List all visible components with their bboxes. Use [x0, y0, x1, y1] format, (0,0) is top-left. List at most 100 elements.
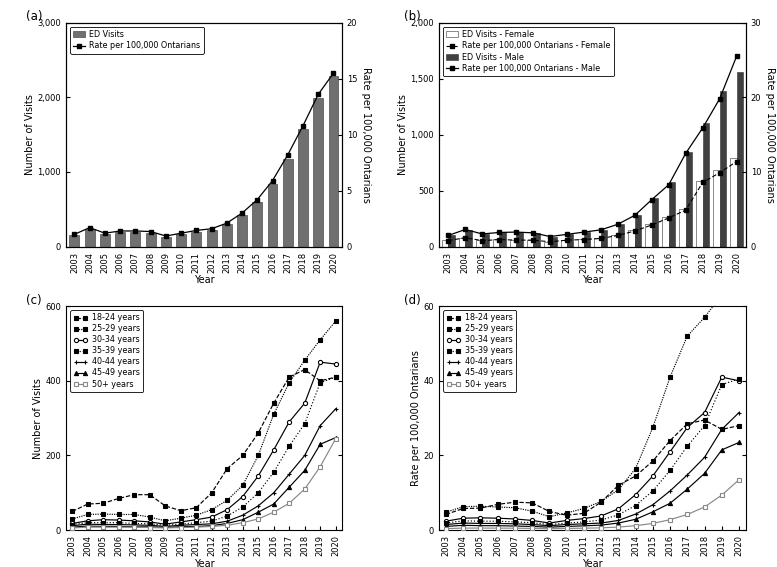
45-49 years [458, 522, 468, 528]
18-24 years [300, 366, 309, 373]
Bar [465, 230, 472, 247]
Line: 30-34 years: 30-34 years [444, 375, 741, 525]
40-44 years [597, 519, 606, 526]
25-29 years [99, 511, 108, 518]
25-29 years [683, 333, 692, 340]
25-29 years [493, 503, 502, 510]
25-29 years [700, 314, 709, 321]
35-39 years [284, 443, 294, 450]
25-29 years [114, 511, 124, 518]
50+ years [331, 435, 340, 442]
Bar [237, 214, 247, 247]
Y-axis label: Number of Visits: Number of Visits [33, 378, 43, 459]
25-29 years [331, 318, 340, 324]
45-49 years [145, 523, 155, 530]
35-39 years [545, 521, 554, 528]
40-44 years [331, 405, 340, 412]
25-29 years [269, 411, 278, 418]
45-49 years [83, 523, 92, 530]
25-29 years [207, 506, 216, 513]
30-34 years [614, 505, 623, 512]
35-39 years [648, 488, 657, 494]
Bar [253, 202, 263, 247]
35-39 years [83, 519, 92, 526]
45-49 years [700, 470, 709, 477]
30-34 years [717, 374, 726, 380]
45-49 years [130, 523, 139, 530]
X-axis label: Year: Year [193, 276, 214, 285]
45-49 years [562, 523, 571, 530]
50+ years [238, 519, 247, 526]
25-29 years [284, 379, 294, 386]
18-24 years [545, 508, 554, 515]
Bar [550, 236, 556, 247]
Bar [662, 217, 669, 247]
45-49 years [300, 467, 309, 474]
25-29 years [562, 510, 571, 517]
18-24 years [648, 458, 657, 464]
50+ years [68, 524, 77, 531]
Bar [601, 230, 608, 247]
30-34 years [114, 517, 124, 523]
40-44 years [114, 521, 124, 528]
18-24 years [207, 489, 216, 496]
Y-axis label: Rate per 100,000 Ontarians: Rate per 100,000 Ontarians [361, 67, 371, 202]
40-44 years [300, 452, 309, 459]
30-34 years [441, 518, 451, 524]
25-29 years [83, 511, 92, 518]
18-24 years [222, 465, 232, 472]
50+ years [579, 525, 588, 532]
30-34 years [528, 517, 537, 524]
Bar [533, 232, 539, 247]
45-49 years [161, 524, 170, 531]
35-39 years [700, 422, 709, 429]
45-49 years [284, 484, 294, 490]
18-24 years [614, 482, 623, 489]
50+ years [253, 515, 263, 522]
25-29 years [717, 291, 726, 298]
35-39 years [665, 467, 674, 474]
Bar [176, 234, 186, 247]
30-34 years [161, 521, 170, 527]
25-29 years [631, 465, 640, 472]
Bar [298, 129, 308, 247]
45-49 years [579, 522, 588, 529]
30-34 years [545, 519, 554, 526]
50+ years [192, 524, 201, 531]
25-29 years [253, 452, 263, 459]
Bar [442, 240, 448, 247]
45-49 years [631, 516, 640, 523]
30-34 years [700, 409, 709, 416]
25-29 years [545, 513, 554, 520]
25-29 years [315, 336, 325, 343]
50+ years [683, 511, 692, 518]
45-49 years [528, 523, 537, 530]
Bar [618, 225, 625, 247]
50+ years [734, 476, 744, 483]
25-29 years [192, 512, 201, 519]
Bar [686, 152, 692, 247]
50+ years [300, 486, 309, 493]
35-39 years [579, 519, 588, 526]
Bar [730, 158, 737, 247]
Bar [483, 234, 489, 247]
30-34 years [99, 517, 108, 523]
30-34 years [631, 491, 640, 498]
18-24 years [476, 505, 485, 511]
35-39 years [717, 381, 726, 388]
30-34 years [597, 513, 606, 519]
30-34 years [253, 473, 263, 480]
18-24 years [99, 500, 108, 507]
30-34 years [331, 361, 340, 367]
18-24 years [114, 495, 124, 502]
X-axis label: Year: Year [582, 559, 603, 567]
Line: 25-29 years: 25-29 years [444, 266, 741, 519]
30-34 years [315, 359, 325, 366]
50+ years [83, 524, 92, 531]
18-24 years [665, 437, 674, 444]
30-34 years [665, 448, 674, 455]
18-24 years [717, 426, 726, 433]
50+ years [458, 524, 468, 531]
Bar [702, 124, 709, 247]
Bar [267, 184, 277, 247]
